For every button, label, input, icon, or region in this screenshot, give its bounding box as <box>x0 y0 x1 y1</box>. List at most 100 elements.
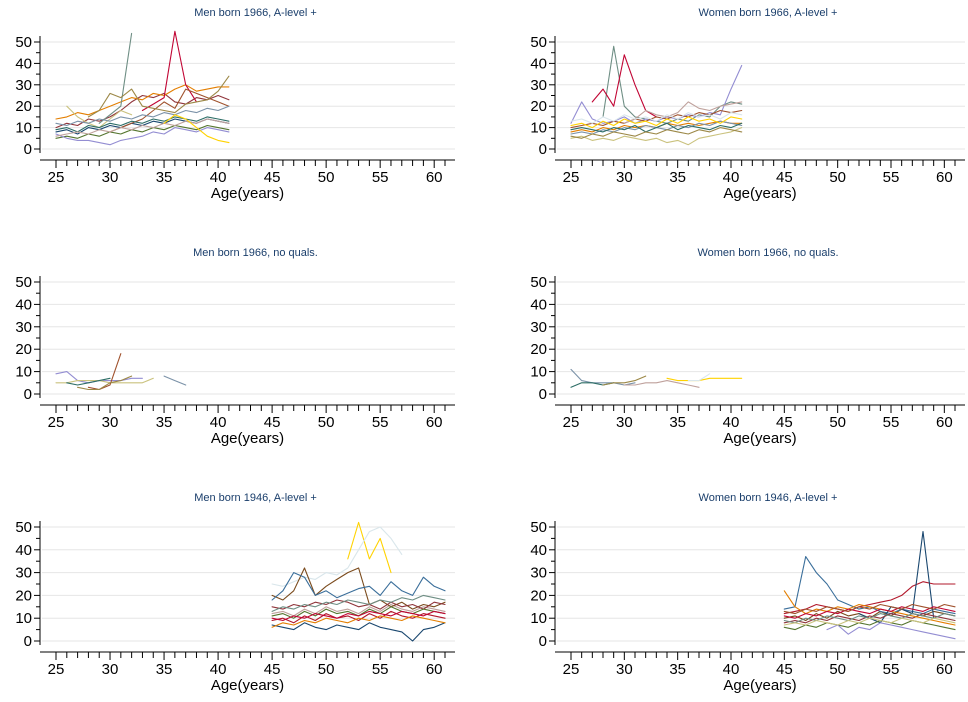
x-tick-label: 30 <box>616 661 633 678</box>
series-line <box>55 105 230 127</box>
x-tick-label: 45 <box>264 414 281 431</box>
y-tick-label: 20 <box>15 98 32 115</box>
y-tick-label: 50 <box>530 34 547 51</box>
y-tick-label: 50 <box>15 34 32 51</box>
series-line <box>271 594 446 612</box>
series-line <box>570 122 743 133</box>
x-axis-label: Age(years) <box>723 430 796 447</box>
series-line <box>55 124 230 139</box>
y-tick-label: 0 <box>539 633 547 650</box>
series-line <box>347 521 392 574</box>
y-tick-label: 20 <box>530 341 547 358</box>
series-line <box>271 610 446 622</box>
y-tick-label: 10 <box>15 610 32 627</box>
panel-title: Women born 1966, A-level + <box>699 7 838 19</box>
x-tick-label: 35 <box>156 661 173 678</box>
series-line <box>163 375 187 386</box>
series-line <box>77 375 133 391</box>
x-tick-label: 30 <box>102 169 119 186</box>
panel-title: Women born 1946, A-level + <box>699 492 838 504</box>
panel-3: Women born 1966, no quals. 0 10 20 30 40 50 25 3… <box>530 247 965 447</box>
series-line <box>666 377 743 382</box>
series-line <box>623 380 700 388</box>
x-tick-label: 50 <box>318 169 335 186</box>
x-axis-label: Age(years) <box>211 677 284 694</box>
panel-2: Men born 1966, no quals. 0 10 20 30 40 50 25 30 3… <box>15 247 455 447</box>
series-line <box>66 377 111 386</box>
x-tick-label: 30 <box>616 414 633 431</box>
x-axis-label: Age(years) <box>723 677 796 694</box>
x-tick-label: 60 <box>936 169 953 186</box>
x-tick-label: 45 <box>264 661 281 678</box>
panel-5: Women born 1946, A-level + 0 10 20 30 40 50 25 3… <box>530 492 965 694</box>
x-tick-label: 60 <box>426 169 443 186</box>
x-tick-label: 45 <box>264 169 281 186</box>
y-tick-label: 0 <box>539 141 547 158</box>
series-line <box>570 109 743 129</box>
y-tick-label: 20 <box>530 98 547 115</box>
x-tick-label: 50 <box>829 661 846 678</box>
series-line <box>109 88 230 133</box>
x-tick-label: 35 <box>156 414 173 431</box>
series-line <box>783 603 956 615</box>
x-tick-label: 40 <box>210 169 227 186</box>
x-tick-label: 60 <box>426 414 443 431</box>
series-line <box>783 606 956 619</box>
y-tick-label: 30 <box>530 77 547 94</box>
series-line <box>271 622 446 642</box>
x-tick-label: 50 <box>318 661 335 678</box>
x-tick-label: 25 <box>48 169 65 186</box>
y-tick-label: 30 <box>15 77 32 94</box>
x-tick-label: 50 <box>829 169 846 186</box>
y-tick-label: 10 <box>15 120 32 137</box>
series-line <box>783 617 956 626</box>
series-line <box>783 619 956 631</box>
x-axis-label: Age(years) <box>723 185 796 202</box>
x-tick-label: 45 <box>776 169 793 186</box>
y-tick-label: 50 <box>15 519 32 536</box>
series-line <box>623 101 743 124</box>
series-line <box>98 32 133 124</box>
x-tick-label: 25 <box>563 169 580 186</box>
y-tick-label: 50 <box>530 274 547 291</box>
series-line <box>570 127 743 139</box>
panel-title: Men born 1966, A-level + <box>194 7 317 19</box>
series-line <box>570 127 743 146</box>
y-tick-label: 0 <box>24 633 32 650</box>
y-tick-label: 10 <box>530 364 547 381</box>
series-line <box>570 112 743 124</box>
series-line <box>591 54 657 118</box>
y-tick-label: 10 <box>530 120 547 137</box>
panel-title: Women born 1966, no quals. <box>697 247 838 259</box>
x-tick-label: 40 <box>723 661 740 678</box>
series-line <box>141 30 198 112</box>
series-line <box>55 118 230 137</box>
panel-4: Men born 1946, A-level + 0 10 20 30 40 50 25 30 3… <box>15 492 455 694</box>
x-tick-label: 55 <box>883 169 900 186</box>
x-tick-label: 60 <box>936 661 953 678</box>
y-tick-label: 30 <box>15 319 32 336</box>
x-tick-label: 60 <box>936 414 953 431</box>
y-tick-label: 50 <box>15 274 32 291</box>
x-tick-label: 25 <box>563 661 580 678</box>
series-line <box>87 75 230 118</box>
x-tick-label: 55 <box>372 414 389 431</box>
x-tick-label: 45 <box>776 414 793 431</box>
y-tick-label: 30 <box>530 565 547 582</box>
x-tick-label: 35 <box>669 414 686 431</box>
x-tick-label: 55 <box>372 661 389 678</box>
series-line <box>163 114 230 144</box>
series-line <box>570 116 743 129</box>
y-tick-label: 40 <box>15 542 32 559</box>
series-line <box>271 615 446 628</box>
series-line <box>687 373 711 382</box>
x-tick-label: 60 <box>426 661 443 678</box>
x-tick-label: 40 <box>723 414 740 431</box>
x-tick-label: 45 <box>776 661 793 678</box>
y-tick-label: 10 <box>15 364 32 381</box>
x-tick-label: 25 <box>48 414 65 431</box>
x-tick-label: 25 <box>48 661 65 678</box>
series-line <box>271 572 446 601</box>
y-tick-label: 0 <box>24 386 32 403</box>
y-tick-label: 0 <box>539 386 547 403</box>
